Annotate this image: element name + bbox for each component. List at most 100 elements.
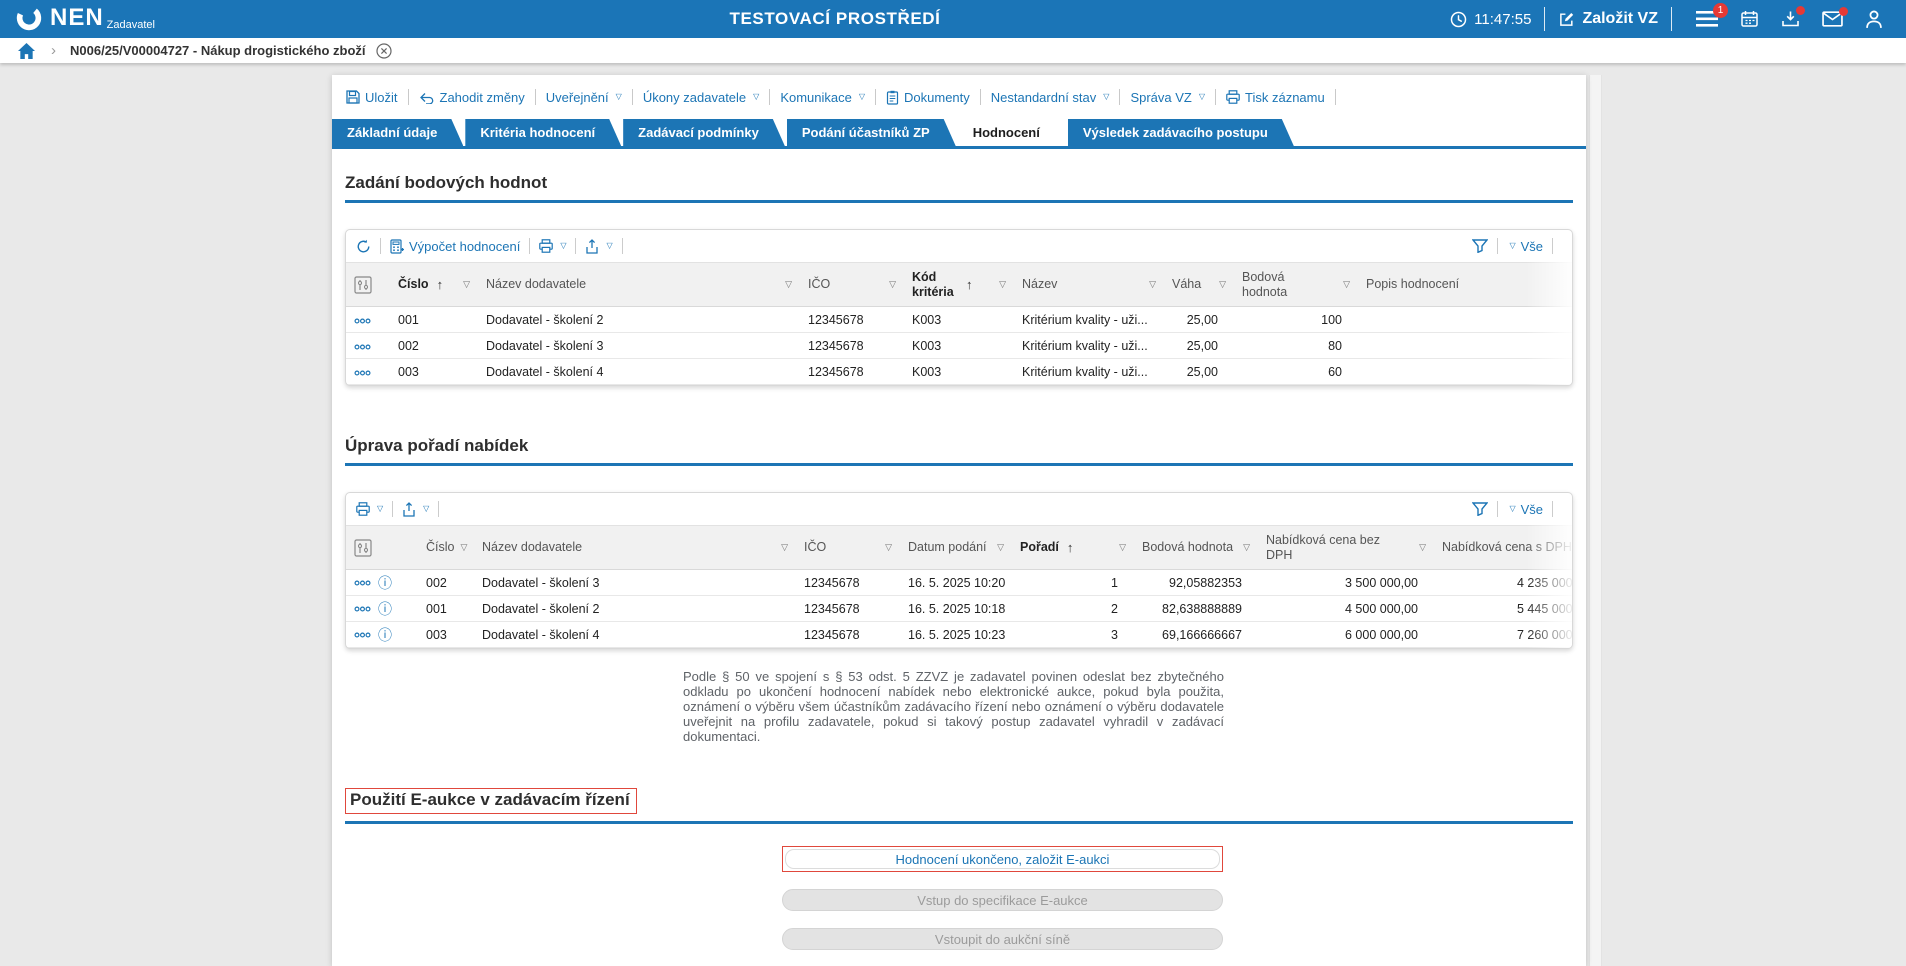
record-tabs: Základní údaje Kritéria hodnocení Zadáva… <box>332 119 1586 149</box>
tab-kriteria-hodnoceni[interactable]: Kritéria hodnocení <box>465 119 621 146</box>
column-header-ico[interactable]: IČO ▽ <box>800 262 904 307</box>
nonstandard-state-menu[interactable]: Nestandardní stav ▽ <box>990 89 1110 105</box>
scores-table: Číslo ↑ ▽ Název dodavatele ▽ IČO ▽ Kód krité… <box>346 262 1572 385</box>
menu-button[interactable]: 1 <box>1696 3 1728 27</box>
column-header-bodova-hodnota[interactable]: Bodová hodnota ▽ <box>1134 525 1258 570</box>
column-header-bodova-hodnota[interactable]: Bodová hodnota ▽ <box>1234 262 1358 307</box>
column-header-dodavatel[interactable]: Název dodavatele ▽ <box>474 525 796 570</box>
undo-icon <box>419 92 433 104</box>
tab-zadavaci-podminky[interactable]: Zadávací podmínky <box>623 119 785 146</box>
close-record-button[interactable] <box>375 42 392 59</box>
info-icon[interactable]: ⓘ <box>378 600 392 617</box>
column-header-nazev[interactable]: Název ▽ <box>1014 262 1164 307</box>
filter-icon[interactable]: ▽ <box>885 542 892 552</box>
column-header-vaha[interactable]: Váha ▽ <box>1164 262 1234 307</box>
export-icon <box>586 238 599 254</box>
row-menu-icon[interactable] <box>354 580 371 586</box>
publication-menu[interactable]: Uveřejnění ▽ <box>545 89 622 105</box>
column-settings[interactable] <box>346 525 418 570</box>
column-header-cena-s-dph[interactable]: Nabídková cena s DPH <box>1434 525 1572 570</box>
vz-administration-menu[interactable]: Správa VZ ▽ <box>1130 89 1206 105</box>
print-grid-button[interactable]: ▽ <box>356 502 383 516</box>
tab-hodnoceni[interactable]: Hodnocení <box>958 119 1066 146</box>
show-all-button[interactable]: ▽ Vše <box>1509 501 1543 517</box>
show-all-button[interactable]: ▽ Vše <box>1509 238 1543 254</box>
contracting-authority-actions-menu[interactable]: Úkony zadavatele ▽ <box>642 89 760 105</box>
column-header-kod-kriteria[interactable]: Kód kritéria ↑ ▽ <box>904 262 1014 307</box>
chevron-down-icon: ▽ <box>606 241 613 250</box>
edit-icon <box>1560 12 1574 26</box>
calendar-button[interactable] <box>1740 10 1759 28</box>
refresh-button[interactable] <box>356 239 371 254</box>
row-menu-icon[interactable] <box>354 318 371 324</box>
sort-asc-icon: ↑ <box>966 277 973 292</box>
filter-icon[interactable]: ▽ <box>463 279 470 289</box>
home-icon[interactable] <box>18 42 35 59</box>
filter-icon[interactable]: ▽ <box>1219 279 1226 289</box>
column-settings[interactable] <box>346 262 390 307</box>
divider <box>1334 89 1336 105</box>
scores-grid-toolbar: Výpočet hodnocení ▽ ▽ <box>346 230 1572 262</box>
nen-logo[interactable]: NEN Zadavatel <box>14 3 155 33</box>
discard-changes-button[interactable]: Zahodit změny <box>419 90 525 105</box>
divider <box>875 89 877 105</box>
print-record-button[interactable]: Tisk záznamu <box>1226 90 1325 105</box>
finish-evaluation-create-eauction-button[interactable]: Hodnocení ukončeno, založit E-aukci <box>785 849 1220 869</box>
column-header-datum-podani[interactable]: Datum podání ▽ <box>900 525 1012 570</box>
save-button[interactable]: Uložit <box>346 90 398 105</box>
row-menu-icon[interactable] <box>354 344 371 350</box>
filter-icon[interactable]: ▽ <box>1149 279 1156 289</box>
column-header-cena-bez-dph[interactable]: Nabídková cena bez DPH ▽ <box>1258 525 1434 570</box>
printer-icon <box>1226 90 1240 104</box>
column-header-ico[interactable]: IČO ▽ <box>796 525 900 570</box>
table-row: ⓘ 002 Dodavatel - školení 3 12345678 16.… <box>346 569 1572 596</box>
downloads-button[interactable] <box>1781 6 1805 28</box>
section-title-scores: Zadání bodových hodnot <box>345 173 1573 203</box>
column-header-cislo[interactable]: Číslo ▽ <box>418 525 474 570</box>
communication-menu[interactable]: Komunikace ▽ <box>780 89 866 105</box>
info-icon[interactable]: ⓘ <box>378 626 392 643</box>
calculate-evaluation-button[interactable]: Výpočet hodnocení <box>390 239 520 254</box>
info-icon[interactable]: ⓘ <box>378 574 392 591</box>
highlight-outline: Hodnocení ukončeno, založit E-aukci <box>782 846 1223 872</box>
divider <box>769 89 771 105</box>
filter-button[interactable] <box>1472 502 1489 516</box>
breadcrumb-item[interactable]: N006/25/V00004727 - Nákup drogistického … <box>70 43 366 58</box>
column-header-dodavatel[interactable]: Název dodavatele ▽ <box>478 262 800 307</box>
filter-button[interactable] <box>1472 239 1489 253</box>
export-grid-button[interactable]: ▽ <box>402 501 429 517</box>
legal-note: Podle § 50 ve spojení s § 53 odst. 5 ZZV… <box>683 669 1224 744</box>
row-menu-icon[interactable] <box>354 632 371 638</box>
column-header-popis-hodnoceni[interactable]: Popis hodnocení <box>1358 262 1572 307</box>
create-vz-button[interactable]: Založit VZ <box>1558 10 1658 28</box>
profile-button[interactable] <box>1865 10 1883 29</box>
chevron-down-icon: ▽ <box>858 92 866 101</box>
tab-podani-ucastniku[interactable]: Podání účastníků ZP <box>787 119 956 146</box>
export-grid-button[interactable]: ▽ <box>585 238 613 254</box>
filter-icon[interactable]: ▽ <box>999 279 1006 289</box>
messages-button[interactable] <box>1822 7 1848 27</box>
filter-icon[interactable]: ▽ <box>785 279 792 289</box>
row-menu-icon[interactable] <box>354 370 371 376</box>
menu-badge: 1 <box>1713 3 1728 18</box>
column-header-cislo[interactable]: Číslo ↑ ▽ <box>390 262 478 307</box>
filter-icon[interactable]: ▽ <box>1419 542 1426 552</box>
divider <box>529 238 531 254</box>
filter-icon[interactable]: ▽ <box>460 542 468 552</box>
filter-icon[interactable]: ▽ <box>1243 542 1250 552</box>
filter-icon[interactable]: ▽ <box>1343 279 1350 289</box>
print-grid-button[interactable]: ▽ <box>539 239 566 253</box>
scrollbar-track[interactable] <box>1589 75 1602 966</box>
documents-button[interactable]: Dokumenty <box>886 90 970 105</box>
clock-icon <box>1450 11 1467 27</box>
row-menu-icon[interactable] <box>354 606 371 612</box>
tab-zakladni-udaje[interactable]: Základní údaje <box>332 119 463 146</box>
filter-icon[interactable]: ▽ <box>781 542 788 552</box>
funnel-icon <box>1472 239 1489 253</box>
column-header-poradi[interactable]: Pořadí ↑ ▽ <box>1012 525 1134 570</box>
tab-vysledek[interactable]: Výsledek zadávacího postupu <box>1068 119 1294 146</box>
filter-icon[interactable]: ▽ <box>997 542 1004 552</box>
filter-icon[interactable]: ▽ <box>1119 542 1126 552</box>
filter-icon[interactable]: ▽ <box>889 279 896 289</box>
export-icon <box>403 501 415 517</box>
